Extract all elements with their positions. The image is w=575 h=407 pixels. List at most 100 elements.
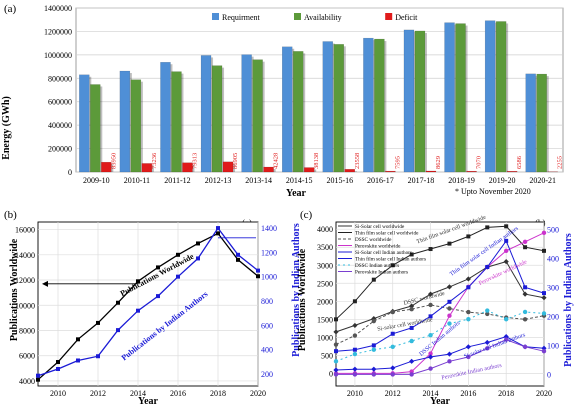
data-point bbox=[447, 241, 452, 246]
x-tick-label: 2010-11 bbox=[124, 176, 150, 185]
bar-shadow bbox=[303, 53, 306, 172]
data-point bbox=[36, 377, 40, 382]
data-point bbox=[465, 344, 471, 350]
data-point bbox=[390, 309, 395, 315]
x-tick-label: 2018 bbox=[210, 389, 226, 398]
y-tick-label-left: 1000 bbox=[317, 333, 333, 342]
series-line bbox=[336, 339, 545, 375]
bar-requirment bbox=[525, 73, 536, 173]
panel-b-ylabel-right: Publications by Indian Authors bbox=[291, 223, 302, 357]
y-tick-label: 0 bbox=[68, 168, 72, 177]
bar-availability bbox=[252, 59, 263, 173]
data-point bbox=[522, 344, 528, 350]
data-point bbox=[428, 302, 433, 308]
data-point bbox=[76, 337, 80, 342]
data-point bbox=[409, 307, 414, 312]
bar-deficit bbox=[506, 171, 518, 173]
data-point bbox=[352, 347, 357, 352]
bar-requirment bbox=[363, 37, 374, 173]
data-point bbox=[485, 311, 490, 317]
data-point bbox=[136, 279, 140, 284]
panel-c-ylabel-right: Publications by Indian Authors bbox=[563, 233, 574, 367]
x-tick-label: 2010 bbox=[50, 389, 66, 398]
bar-deficit bbox=[101, 161, 112, 173]
data-point bbox=[523, 245, 528, 250]
y-tick-label-left: 3000 bbox=[317, 261, 333, 270]
panel-a-footnote: * Upto November 2020 bbox=[455, 187, 531, 196]
deficit-data-label: 83950 bbox=[110, 153, 117, 169]
y-tick-label-right: 400 bbox=[261, 346, 273, 355]
data-point bbox=[56, 366, 60, 371]
data-point bbox=[523, 285, 528, 290]
bar-requirment bbox=[403, 29, 415, 173]
y-tick-label-left: 500 bbox=[321, 351, 333, 360]
legend-label: Perovskite Indian authors bbox=[355, 270, 408, 276]
data-point bbox=[541, 345, 547, 351]
series-line bbox=[335, 304, 545, 345]
deficit-data-label: 7070 bbox=[476, 156, 483, 169]
x-tick-label: 2016-17 bbox=[367, 176, 394, 185]
legend-label: Deficit bbox=[395, 13, 418, 22]
data-point bbox=[116, 328, 120, 333]
y-tick-label-right: 300 bbox=[547, 283, 559, 292]
bar-requirment bbox=[444, 22, 455, 173]
data-point bbox=[542, 291, 546, 296]
x-tick-label: 2012 bbox=[385, 389, 401, 398]
legend-swatch bbox=[212, 13, 219, 20]
data-point bbox=[522, 317, 528, 322]
bar-shadow bbox=[506, 23, 509, 172]
legend-label: Si-Solar cell worldwide bbox=[355, 224, 405, 230]
data-point bbox=[447, 359, 452, 364]
bar-shadow bbox=[465, 25, 468, 172]
bar-shadow bbox=[546, 76, 549, 172]
y-tick-label: 400000 bbox=[48, 121, 72, 130]
data-point bbox=[196, 256, 200, 261]
data-point bbox=[76, 358, 80, 363]
data-point bbox=[256, 268, 260, 273]
data-point bbox=[333, 342, 339, 347]
data-point bbox=[409, 303, 415, 309]
deficit-data-label: 38138 bbox=[313, 153, 320, 169]
data-point bbox=[485, 225, 490, 230]
data-point bbox=[116, 300, 120, 305]
y-tick-label-right: 200 bbox=[547, 312, 559, 321]
bar-shadow bbox=[314, 169, 317, 172]
y-tick-label: 800000 bbox=[48, 74, 72, 83]
y-tick-label-left: 6000 bbox=[19, 352, 35, 361]
data-point bbox=[390, 372, 395, 377]
y-tick-label-left: 14000 bbox=[15, 251, 35, 260]
data-point bbox=[390, 263, 395, 268]
data-point bbox=[503, 248, 509, 254]
y-tick-label-right: 1400 bbox=[261, 224, 277, 233]
data-point bbox=[427, 354, 434, 360]
panel-b-xlabel: Year bbox=[138, 396, 159, 407]
bar-availability bbox=[130, 79, 142, 173]
deficit-data-label: 8629 bbox=[435, 156, 442, 169]
data-point bbox=[156, 265, 160, 270]
data-point bbox=[333, 359, 339, 364]
bar-deficit bbox=[466, 170, 477, 173]
data-point bbox=[136, 308, 140, 313]
panel-a-label: (a) bbox=[4, 3, 17, 15]
data-point bbox=[56, 360, 60, 365]
data-point bbox=[503, 337, 509, 342]
y-tick-label-left: 8000 bbox=[19, 326, 35, 335]
x-tick-label: 2020 bbox=[250, 389, 266, 398]
y-tick-label-right: 1200 bbox=[261, 248, 277, 257]
data-point bbox=[352, 366, 358, 372]
deficit-data-label: 7595 bbox=[394, 156, 401, 169]
x-tick-label: 2015-16 bbox=[326, 176, 353, 185]
data-point bbox=[371, 343, 376, 348]
data-point bbox=[36, 373, 40, 378]
legend-swatch bbox=[385, 13, 393, 20]
x-tick-label: 2019-20 bbox=[489, 176, 516, 185]
data-point bbox=[504, 238, 509, 243]
panel-c-ylabel: Publications Worldwide bbox=[297, 248, 308, 351]
data-point bbox=[446, 284, 453, 290]
data-point bbox=[176, 274, 180, 279]
bar-shadow bbox=[192, 164, 195, 172]
x-tick-label: 2016 bbox=[460, 389, 476, 398]
data-point bbox=[409, 325, 414, 330]
data-point bbox=[409, 358, 415, 364]
data-point bbox=[466, 354, 471, 360]
